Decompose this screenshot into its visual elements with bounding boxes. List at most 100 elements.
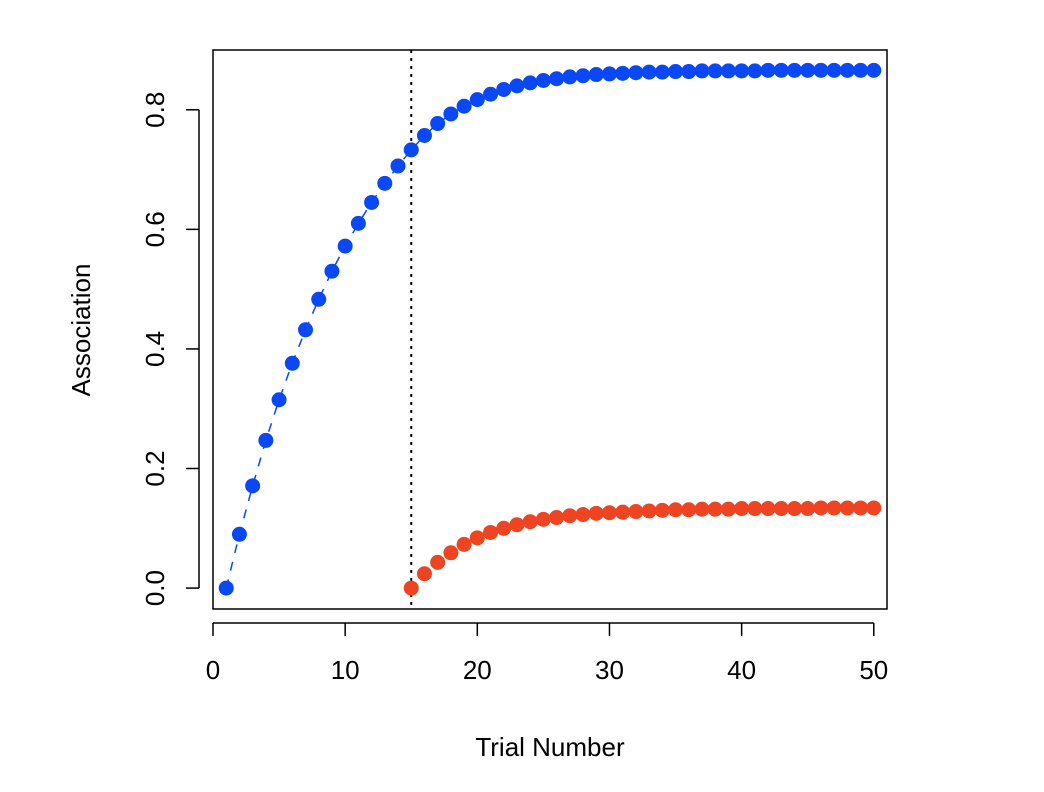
series-2-point [853,500,869,516]
series-2-point [456,536,472,552]
series-2-point [773,501,789,517]
series-2-point [469,530,485,546]
y-axis: 0.0 0.2 0.4 0.6 0.8 [140,92,200,606]
series-2-point [483,524,499,540]
series-1-point [734,63,750,79]
series-1-point [350,215,366,231]
x-tick-label: 10 [331,655,360,685]
series-1-point [271,392,287,408]
series-2-point [813,500,829,516]
series-2-point [826,500,842,516]
series-1-point [284,355,300,371]
plot-frame [212,49,888,610]
series-2-point [443,545,459,561]
series-1-point [549,71,565,87]
y-tick-label: 0.4 [140,331,170,367]
series-1-point [337,238,353,254]
x-tick-label: 20 [463,655,492,685]
series-1-point [773,62,789,78]
series-1-point [245,478,261,494]
series-2-point [641,503,657,519]
series-1-point [760,62,776,78]
series-2-point [496,520,512,536]
x-tick-label: 30 [595,655,624,685]
series-2-point [535,511,551,527]
series-1-point [720,63,736,79]
series-1-point [786,62,802,78]
series-2-point [575,507,591,523]
series-1-point [615,65,631,81]
series-1-point [430,116,446,132]
series-2-point [628,504,644,520]
x-tick-label: 0 [206,655,220,685]
x-axis-title: Trial Number [475,732,625,762]
series-2-point [800,501,816,517]
y-tick-label: 0.0 [140,570,170,606]
series-layer [218,62,882,596]
series-1-point [866,62,882,78]
series-1-point [496,81,512,97]
series-1-point [443,106,459,122]
y-axis-title: Association [66,264,96,397]
series-2-point [760,501,776,517]
series-2-point [562,508,578,524]
series-1-point [628,65,644,81]
y-tick-label: 0.6 [140,211,170,247]
series-1-point [509,78,525,94]
y-tick-label: 0.2 [140,450,170,486]
series-1-point [575,68,591,84]
series-1-point [218,580,234,596]
series-2-point [522,514,538,530]
series-1-point [483,86,499,102]
series-1-point [403,142,419,158]
series-1-point [641,64,657,80]
series-1-point [469,92,485,108]
y-tick-label: 0.8 [140,92,170,128]
series-2-point [866,500,882,516]
series-2-point [707,501,723,517]
series-2-point [668,502,684,518]
series-2-point [681,502,697,518]
series-1-point [826,62,842,78]
series-1 [218,62,882,596]
series-2-point [588,505,604,521]
series-1-point [601,66,617,82]
series-2-point [549,510,565,526]
series-1-point [813,62,829,78]
series-1-point [364,194,380,210]
series-1-point [800,62,816,78]
series-1-point [311,291,327,307]
series-1-point [562,69,578,85]
series-2-point [509,517,525,533]
series-2-point [747,501,763,517]
series-1-point [839,62,855,78]
x-tick-label: 50 [859,655,888,685]
series-1-point [298,322,314,338]
x-tick-label: 40 [727,655,756,685]
series-1-point [694,63,710,79]
series-2-point [694,501,710,517]
series-1-point [853,62,869,78]
series-2-point [839,500,855,516]
series-1-point [668,64,684,80]
series-1-point [377,175,393,191]
x-axis: 0 10 20 30 40 50 [206,622,888,685]
series-1-point [747,63,763,79]
series-1-point [681,64,697,80]
series-2-point [786,501,802,517]
series-1-point [390,158,406,174]
series-2-point [403,580,419,596]
series-2-point [734,501,750,517]
series-2-point [615,504,631,520]
series-1-point [654,64,670,80]
series-1-point [707,63,723,79]
series-2 [403,500,882,596]
series-2-point [430,554,446,570]
series-1-point [456,98,472,114]
series-2-point [416,566,432,582]
series-2-point [654,502,670,518]
series-2-point [601,505,617,521]
series-1-point [231,526,247,542]
series-1-point [535,72,551,88]
